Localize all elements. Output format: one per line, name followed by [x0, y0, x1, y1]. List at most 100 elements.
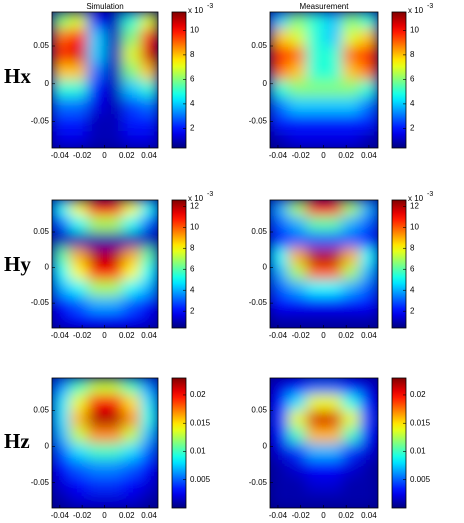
x-tick-label: 0.02	[119, 511, 135, 520]
heatmap-cell	[342, 296, 361, 313]
colorbar-exponent: -3	[207, 191, 213, 198]
heatmap-cell	[105, 378, 124, 395]
heatmap-cell	[270, 232, 289, 249]
heatmap-cell	[270, 410, 289, 428]
panel-title: Simulation	[86, 2, 123, 11]
heatmap-panel: Measurement -0.04 -0.02 0 0.02 0.04 0.05 0 -0.05…	[249, 2, 434, 160]
y-tick-label: -0.05	[31, 478, 50, 487]
heatmap-cells	[270, 12, 378, 148]
heatmap-cell	[324, 491, 343, 508]
y-tick-label: -0.05	[249, 117, 268, 126]
heatmap-cell	[270, 131, 289, 148]
colorbar-tick-label: 8	[190, 243, 195, 252]
heatmap-cell	[52, 491, 71, 508]
heatmap-cell	[122, 378, 141, 395]
heatmap-cell	[140, 216, 158, 233]
heatmap-cells	[52, 378, 158, 508]
heatmap-cell	[87, 232, 106, 249]
heatmap-cell	[342, 410, 361, 428]
heatmap-cell	[324, 80, 343, 98]
heatmap-cell	[288, 12, 307, 30]
heatmap-cell	[52, 459, 71, 476]
heatmap-cell	[288, 216, 307, 233]
heatmap-cell	[87, 378, 106, 395]
heatmap-cell	[270, 312, 289, 328]
heatmap-cell	[140, 312, 158, 328]
heatmap-cell	[69, 475, 88, 493]
heatmap-cell	[270, 459, 289, 476]
x-tick-label: -0.04	[51, 331, 70, 340]
x-tick-label: 0.04	[361, 511, 377, 520]
heatmap-cell	[324, 296, 343, 313]
heatmap-cell	[140, 296, 158, 313]
heatmap-cell	[52, 410, 71, 428]
colorbar-tick-label: 4	[410, 285, 415, 294]
heatmap-cell	[270, 216, 289, 233]
heatmap-panel: -0.04 -0.02 0 0.02 0.04 0.05 0 -0.05 0.005 0.01 0.…	[31, 377, 211, 520]
heatmap-cell	[140, 475, 158, 493]
colorbar-tick-label: 2	[410, 124, 415, 133]
heatmap-cell	[270, 280, 289, 297]
heatmap-cell	[270, 114, 289, 132]
heatmap-cell	[87, 46, 106, 64]
heatmap-cell	[69, 200, 88, 217]
heatmap-cell	[306, 248, 325, 265]
heatmap-cell	[342, 443, 361, 460]
heatmap-cell	[360, 131, 378, 148]
heatmap-cell	[122, 12, 141, 30]
colorbar-tick-label: 8	[410, 50, 415, 59]
heatmap-cell	[324, 63, 343, 81]
heatmap-cell	[69, 312, 88, 328]
heatmap-cell	[306, 216, 325, 233]
colorbar-tick-label: 6	[410, 264, 415, 273]
heatmap-cell	[306, 280, 325, 297]
heatmap-cell	[288, 394, 307, 411]
y-tick-label: 0.05	[33, 406, 49, 415]
heatmap-cell	[52, 80, 71, 98]
heatmap-cell	[122, 63, 141, 81]
colorbar-tick-label: 4	[410, 99, 415, 108]
heatmap-cell	[69, 264, 88, 281]
heatmap-cell	[306, 12, 325, 30]
heatmap-cell	[306, 232, 325, 249]
heatmap-cell	[342, 63, 361, 81]
colorbar-tick-label: 6	[410, 74, 415, 83]
colorbar-tick-label: 0.02	[190, 390, 206, 399]
x-tick-label: 0.02	[119, 151, 135, 160]
colorbar-tick-label: 10	[190, 25, 199, 34]
heatmap-cell	[105, 97, 124, 115]
heatmap-cell	[342, 232, 361, 249]
colorbar-tick-label: 12	[410, 201, 419, 210]
heatmap-cell	[288, 80, 307, 98]
heatmap-cell	[288, 232, 307, 249]
heatmap-cell	[324, 29, 343, 47]
heatmap-cell	[342, 475, 361, 493]
heatmap-cell	[52, 114, 71, 132]
heatmap-cell	[52, 63, 71, 81]
heatmap-cell	[360, 394, 378, 411]
heatmap-cell	[288, 312, 307, 328]
heatmap-cell	[342, 46, 361, 64]
heatmap-cell	[69, 97, 88, 115]
heatmap-cell	[360, 459, 378, 476]
heatmap-cell	[87, 280, 106, 297]
heatmap-cell	[122, 491, 141, 508]
heatmap-cell	[270, 97, 289, 115]
heatmap-cell	[360, 232, 378, 249]
x-tick-label: -0.04	[269, 331, 288, 340]
heatmap-cell	[342, 312, 361, 328]
heatmap-cell	[105, 248, 124, 265]
heatmap-cell	[324, 378, 343, 395]
colorbar-multiplier: x 10	[188, 194, 204, 203]
heatmap-cell	[288, 280, 307, 297]
heatmap-cell	[87, 97, 106, 115]
heatmap-cell	[87, 12, 106, 30]
x-tick-label: 0.02	[338, 511, 354, 520]
heatmap-cell	[342, 131, 361, 148]
heatmap-cell	[140, 378, 158, 395]
heatmap-cell	[306, 426, 325, 444]
colorbar-tick-label: 0.01	[190, 447, 206, 456]
heatmap-cell	[52, 443, 71, 460]
heatmap-cell	[360, 264, 378, 281]
heatmap-cell	[360, 80, 378, 98]
